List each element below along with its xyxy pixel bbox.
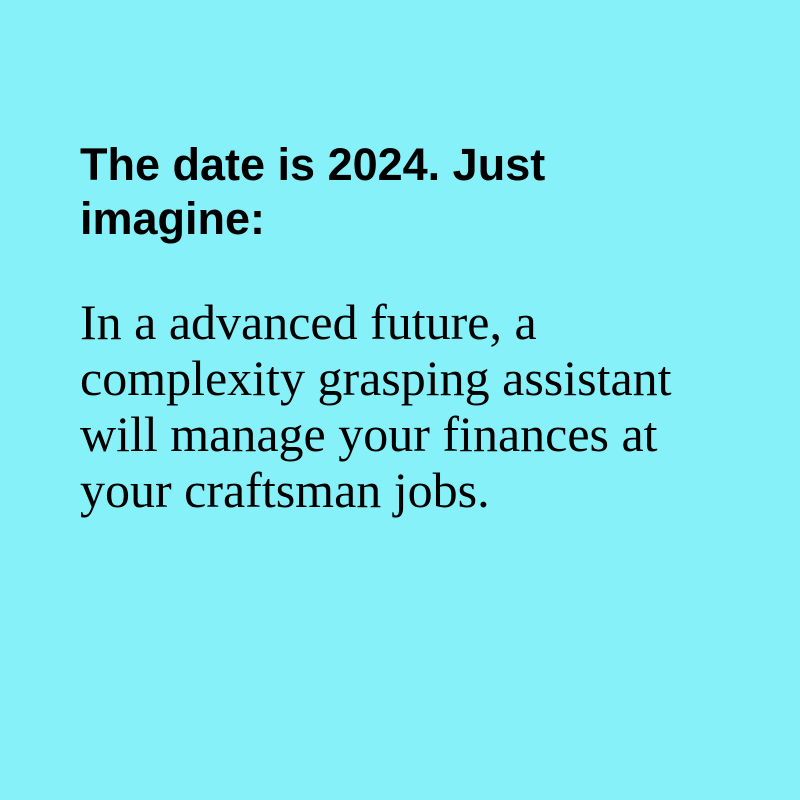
body-text: In a advanced future, a complexity grasp… xyxy=(80,294,672,518)
headline: The date is 2024. Just imagine: xyxy=(80,139,546,244)
